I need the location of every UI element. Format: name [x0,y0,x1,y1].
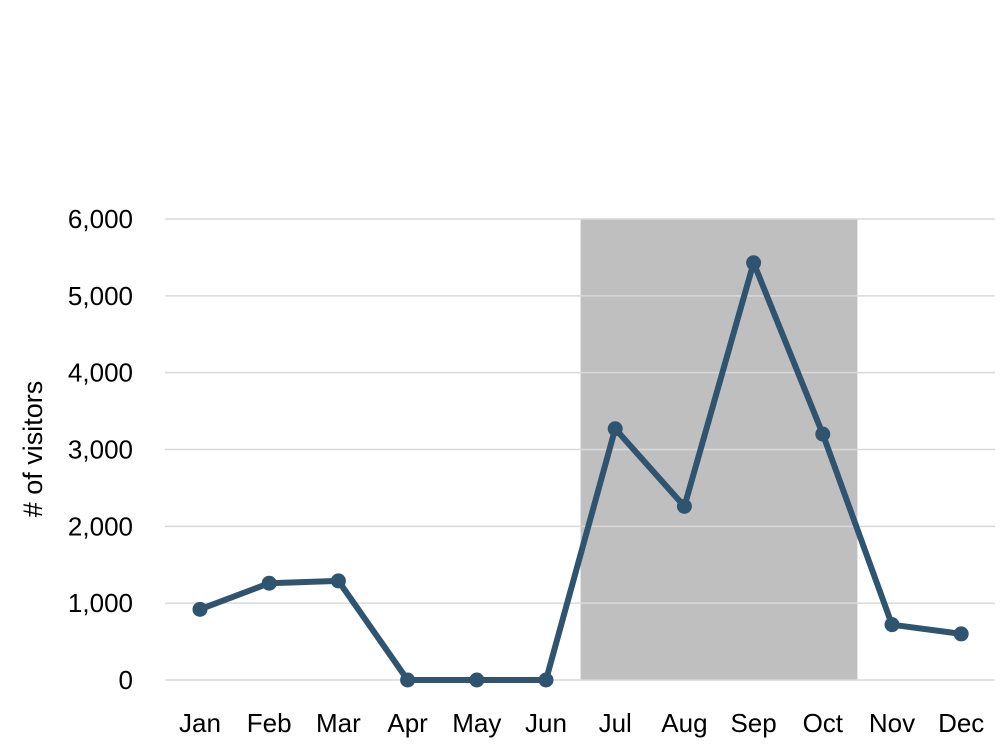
x-tick-label: Jan [179,708,221,738]
y-tick-label: 3,000 [68,435,133,465]
x-tick-label: Jun [525,708,567,738]
grid-layer [165,218,995,681]
x-tick-label: Apr [387,708,428,738]
y-tick-label: 6,000 [68,204,133,234]
data-point [261,575,277,591]
x-tick-label: Aug [661,708,707,738]
series-layer [192,255,969,688]
series-line [197,259,965,683]
x-tick-label: Dec [938,708,984,738]
y-tick-label: 2,000 [68,511,133,541]
x-tick-label: Jul [599,708,632,738]
data-point [400,672,416,688]
y-axis-title: # of visitors [18,381,48,518]
data-point [746,255,762,271]
x-tick-label: Nov [869,708,915,738]
y-tick-label: 4,000 [68,358,133,388]
x-tick-label: Mar [316,708,361,738]
x-tick-label: May [452,708,501,738]
y-tick-labels: 0 1,000 2,000 3,000 4,000 5,000 6,000 [68,204,133,695]
data-point [676,498,692,514]
data-point [607,421,623,437]
data-point [330,573,346,589]
y-tick-label: 0 [119,665,133,695]
x-tick-label: Feb [247,708,292,738]
data-point [538,672,554,688]
data-point [884,617,900,633]
y-tick-label: 5,000 [68,281,133,311]
x-tick-label: Oct [803,708,844,738]
y-tick-label: 1,000 [68,588,133,618]
data-point [953,626,969,642]
data-point [469,672,485,688]
data-point [815,426,831,442]
x-tick-labels: Jan Feb Mar Apr May Jun Jul Aug Sep Oct Nov Dec [179,708,984,738]
data-point [192,601,208,617]
x-tick-label: Sep [730,708,776,738]
